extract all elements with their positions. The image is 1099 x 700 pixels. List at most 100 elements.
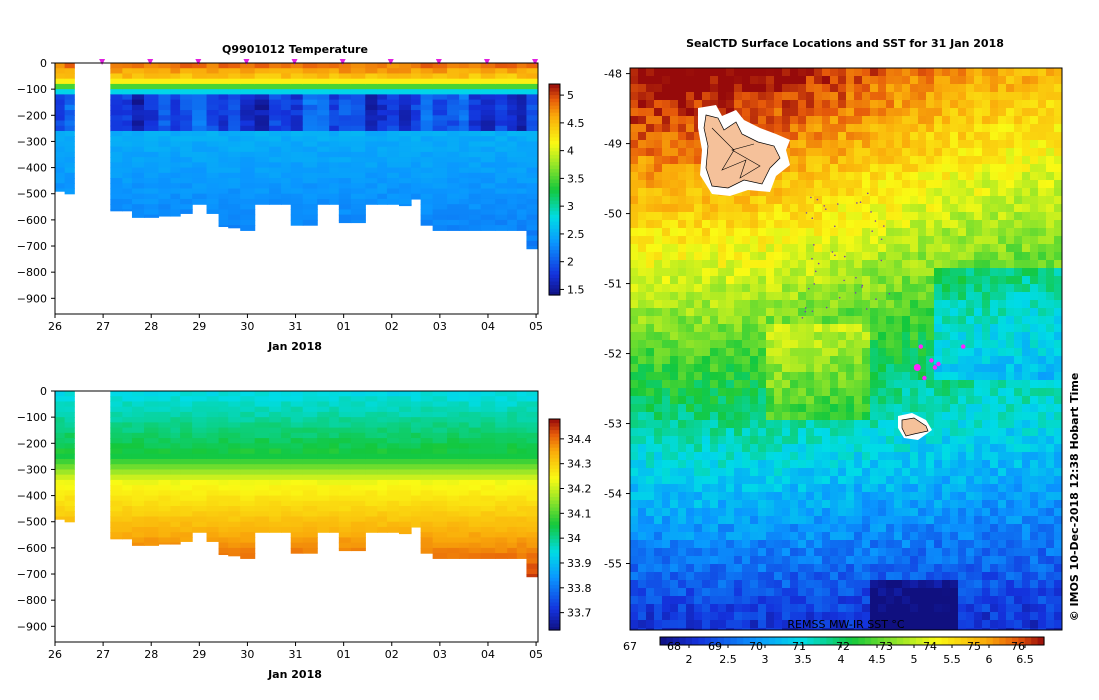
salinity-cell (386, 411, 400, 418)
sst-cell (902, 356, 911, 365)
sst-cell (990, 196, 999, 205)
temp-cell (218, 115, 229, 122)
temp-cell (240, 63, 256, 69)
salinity-cell (365, 401, 378, 408)
temp-cell (468, 157, 482, 163)
temp-cell (281, 172, 292, 179)
sst-cell (966, 348, 975, 357)
temp-cell (398, 99, 412, 106)
sst-cell (798, 348, 807, 357)
sst-cell (638, 292, 647, 301)
salinity-cell (110, 506, 123, 512)
sst-cell (974, 340, 983, 349)
sst-cell (670, 348, 679, 357)
salinity-cell (420, 506, 434, 512)
temp-cell (218, 204, 229, 211)
salinity-cell (495, 474, 508, 481)
temp-cell (64, 157, 75, 163)
temp-cell (516, 219, 528, 226)
temp-cell (302, 141, 318, 148)
salinity-cell (55, 427, 66, 434)
sst-cell (646, 356, 655, 365)
salinity-cell (480, 485, 496, 491)
salinity-cell (386, 474, 400, 481)
salinity-cell (411, 506, 422, 512)
sst-cell (782, 76, 791, 85)
sst-cell (934, 348, 943, 357)
temp-cell (468, 104, 482, 111)
salinity-colorbar-swatch (549, 520, 560, 526)
salinity-cell (290, 521, 304, 528)
sst-cell (1014, 108, 1023, 117)
temp-colorbar-swatch (549, 287, 560, 293)
temp-cell (290, 89, 304, 95)
salinity-cell (365, 411, 378, 418)
sst-cell (646, 220, 655, 229)
salinity-cell (240, 453, 256, 460)
sst-cell (678, 148, 687, 157)
sst-cell (1030, 364, 1039, 373)
sst-cell (910, 244, 919, 253)
sst-cell (918, 132, 927, 141)
salinity-cell (180, 438, 193, 444)
sst-cell (886, 316, 895, 325)
temp-cell (329, 104, 340, 111)
sst-cell (974, 396, 983, 405)
salinity-ytick-label: −700 (17, 568, 47, 581)
sst-cell (702, 228, 711, 237)
temp-cell (420, 151, 434, 158)
sst-cell (742, 412, 751, 421)
sst-cell (646, 276, 655, 285)
salinity-cell (365, 506, 378, 512)
temp-cell (218, 78, 229, 85)
sst-cell (774, 260, 783, 269)
salinity-cell (420, 490, 434, 497)
salinity-cell (122, 448, 133, 455)
sst-cell (774, 300, 783, 309)
sst-cell (630, 244, 639, 253)
sst-cell (862, 108, 871, 117)
temp-colorbar-swatch (549, 238, 560, 243)
salinity-cell (350, 448, 366, 455)
sst-cell (750, 92, 759, 101)
temp-cell (495, 183, 508, 190)
sst-cell (1054, 340, 1062, 349)
sst-cell (670, 92, 679, 101)
sst-cell (726, 388, 735, 397)
sst-cell (798, 220, 807, 229)
sst-cell (966, 420, 975, 429)
sst-cell (1054, 396, 1062, 405)
salinity-cell (206, 474, 220, 481)
sst-cell (1030, 108, 1039, 117)
sst-cell (966, 108, 975, 117)
sst-cell (934, 100, 943, 109)
salinity-cell (228, 542, 241, 549)
sst-cell (1030, 68, 1039, 77)
sst-cell (998, 412, 1007, 421)
sst-cell (1054, 204, 1062, 213)
sst-cell (782, 428, 791, 437)
sst-cell (774, 372, 783, 381)
sst-cell (782, 284, 791, 293)
sst-cell (654, 84, 663, 93)
sst-cell (870, 212, 879, 221)
sst-cell (766, 76, 775, 85)
salinity-cell (420, 396, 434, 403)
sst-cell (646, 156, 655, 165)
sst-cell (638, 244, 647, 253)
map-title: SealCTD Surface Locations and SST for 31… (686, 37, 1004, 50)
salinity-cell (516, 521, 528, 528)
salinity-cell (122, 406, 133, 413)
salinity-cell (459, 427, 470, 434)
salinity-cell (468, 479, 482, 486)
temp-cell (329, 115, 340, 122)
salinity-cell (55, 417, 66, 423)
sst-cell (838, 212, 847, 221)
sst-cell (1054, 244, 1062, 253)
sst-cell (694, 284, 703, 293)
salinity-cell (144, 411, 160, 418)
salinity-cell (432, 401, 448, 408)
salinity-cell (206, 391, 220, 397)
temp-cell (269, 73, 282, 80)
